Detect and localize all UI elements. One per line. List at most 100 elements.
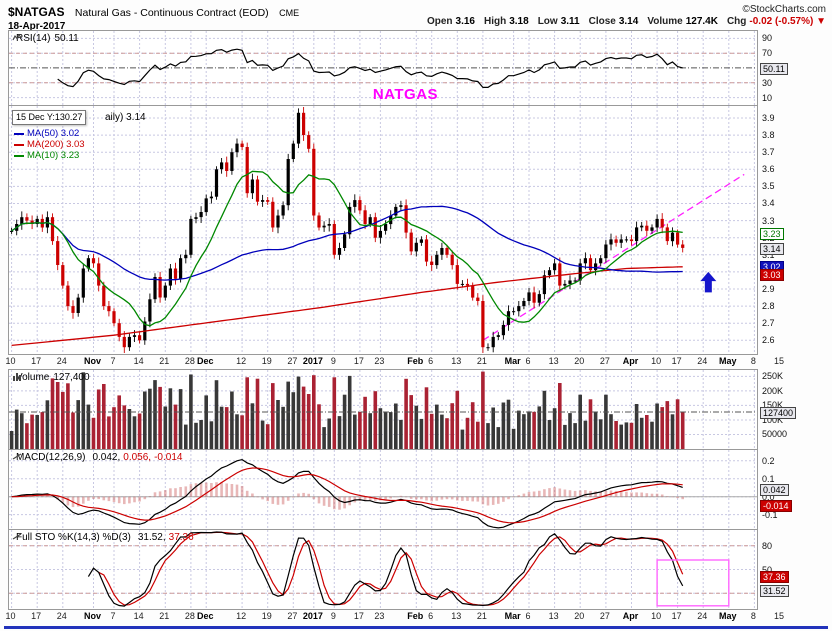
y-tick-label: 150K: [762, 400, 784, 411]
x-tick-label: May: [719, 611, 737, 621]
quote-value: 3.14: [618, 16, 639, 27]
y-tick-label: 80: [762, 540, 773, 551]
volume-label: Volume 127,400: [12, 372, 90, 383]
legend-entry: MA(10) 3.23: [14, 150, 85, 161]
volume-current-value: 127,400: [53, 372, 90, 383]
quote-label: Close: [588, 16, 616, 27]
x-tick-label: 17: [353, 611, 364, 621]
axis-value-badge: 50.11: [760, 62, 788, 75]
y-tick-label: 10: [762, 92, 773, 103]
x-tick-label: Mar: [504, 356, 521, 366]
quote-label: Open: [426, 16, 453, 27]
quote-summary: Open 3.16 High 3.18 Low 3.11 Close 3.14 Volume 12…: [427, 16, 826, 27]
x-tick-label: 17: [31, 356, 42, 366]
header-title-row: $NATGAS Natural Gas - Continuous Contrac…: [8, 3, 826, 19]
macd-name: MACD(12,26,9): [16, 452, 86, 463]
x-tick-label: 6: [525, 356, 531, 366]
x-tick-label: Apr: [622, 356, 639, 366]
natgas-annotation[interactable]: NATGAS: [372, 86, 439, 103]
x-tick-label: Nov: [84, 356, 102, 366]
candles: [10, 107, 685, 353]
price-label-tail: aily) 3.14: [105, 112, 146, 123]
x-tick-label: 2017: [302, 356, 323, 366]
y-tick-label: 100K: [762, 414, 784, 425]
x-tick-label: 27: [599, 356, 610, 366]
x-tick-label: 7: [110, 611, 116, 621]
y-tick-label: 0.0: [762, 491, 775, 502]
legend-swatch-icon: [14, 132, 24, 135]
x-tick-label: May: [719, 356, 737, 366]
quote-item: Volume 127.4K: [647, 16, 718, 27]
x-tick-label: 20: [574, 611, 585, 621]
x-tick-label: 6: [525, 611, 531, 621]
x-tick-label: 9: [330, 356, 336, 366]
y-tick-label: 3.9: [762, 112, 775, 123]
rsi-plot[interactable]: [9, 31, 757, 105]
x-tick-label: 6: [428, 356, 434, 366]
y-tick-label: 0.2: [762, 455, 775, 466]
x-tick-label: 6: [428, 611, 434, 621]
x-tick-label: 21: [476, 356, 487, 366]
macd-plot[interactable]: [9, 450, 757, 529]
x-tick-label: 24: [697, 611, 708, 621]
trendline-annotation[interactable]: [482, 173, 745, 341]
rsi-label: RSI(14) 50.11: [12, 33, 79, 44]
price-plot[interactable]: [9, 106, 757, 354]
legend-text: MA(200) 3.03: [27, 139, 85, 150]
quote-label: Volume: [647, 16, 683, 27]
macd-panel[interactable]: MACD(12,26,9) 0.042, 0.056, -0.014: [8, 449, 758, 530]
price-panel[interactable]: 15 Dec Y:130.27 aily) 3.14 MA(50) 3.02 MA…: [8, 105, 758, 355]
up-arrow-annotation[interactable]: [700, 271, 717, 293]
x-tick-label: 24: [56, 611, 67, 621]
quote-item: Low 3.11: [538, 16, 580, 27]
x-tick-label: 8: [750, 356, 756, 366]
x-tick-label: 15: [774, 356, 785, 366]
bottom-border-bar: [4, 626, 828, 629]
quote-value: 3.18: [509, 16, 529, 27]
x-tick-label: 27: [599, 611, 610, 621]
axis-value-badge: 0.042: [760, 484, 789, 497]
y-tick-label: 2.8: [762, 301, 775, 312]
x-tick-label: 19: [261, 611, 272, 621]
x-tick-label: Apr: [622, 611, 639, 621]
macd-label: MACD(12,26,9) 0.042, 0.056, -0.014: [12, 452, 182, 463]
x-tick-label: 27: [287, 356, 298, 366]
x-tick-label: 10: [651, 611, 662, 621]
x-tick-label: Feb: [407, 356, 424, 366]
gridlines: [9, 450, 757, 529]
y-tick-label: 2.6: [762, 335, 775, 346]
x-tick-label: 20: [574, 356, 585, 366]
y-tick-label: 50: [762, 564, 773, 575]
axis-value-badge: 31.52: [760, 585, 789, 598]
y-tick-label: 3.7: [762, 147, 775, 158]
x-axis-labels-bottom: 10 17 24 Nov 7 14 21 28 Dec 12 19 27 2017 9 17 23 Feb 6 13…: [0, 611, 832, 623]
axis-value-badge: 3.14: [760, 242, 784, 255]
legend-swatch-icon: [14, 143, 24, 146]
stochastic-label: Full STO %K(14,3) %D(3) 31.52, 37.36: [12, 532, 194, 543]
indicator-value: 37.36: [168, 532, 194, 543]
stochastic-panel[interactable]: Full STO %K(14,3) %D(3) 31.52, 37.36: [8, 529, 758, 610]
sto-highlight-box[interactable]: [656, 559, 730, 607]
instrument-name: Natural Gas - Continuous Contract (EOD): [74, 7, 269, 19]
x-tick-label: 15: [774, 611, 785, 621]
x-tick-label: 28: [184, 356, 195, 366]
axis-value-badge: 127400: [760, 406, 797, 419]
volume-plot[interactable]: [9, 370, 757, 449]
ticker-symbol: $NATGAS: [8, 5, 65, 19]
sto-plot[interactable]: [9, 530, 757, 609]
chart-header: $NATGAS Natural Gas - Continuous Contrac…: [8, 3, 826, 32]
x-tick-label: 10: [5, 356, 16, 366]
price-tooltip[interactable]: 15 Dec Y:130.27: [12, 110, 87, 125]
legend-text: MA(10) 3.23: [27, 150, 80, 161]
volume-panel[interactable]: Volume 127,400: [8, 369, 758, 450]
y-tick-label: 200K: [762, 385, 784, 396]
quote-value: 127.4K: [685, 16, 718, 27]
y-tick-label: 3.4: [762, 198, 775, 209]
stochastic-name: Full STO %K(14,3) %D(3): [16, 532, 131, 543]
indicator-value: 31.52,: [137, 532, 166, 543]
x-tick-label: 14: [133, 611, 144, 621]
x-tick-label: 8: [750, 611, 756, 621]
x-tick-label: Dec: [196, 611, 214, 621]
rsi-panel[interactable]: RSI(14) 50.11 NATGAS: [8, 30, 758, 106]
x-tick-label: 7: [110, 356, 116, 366]
